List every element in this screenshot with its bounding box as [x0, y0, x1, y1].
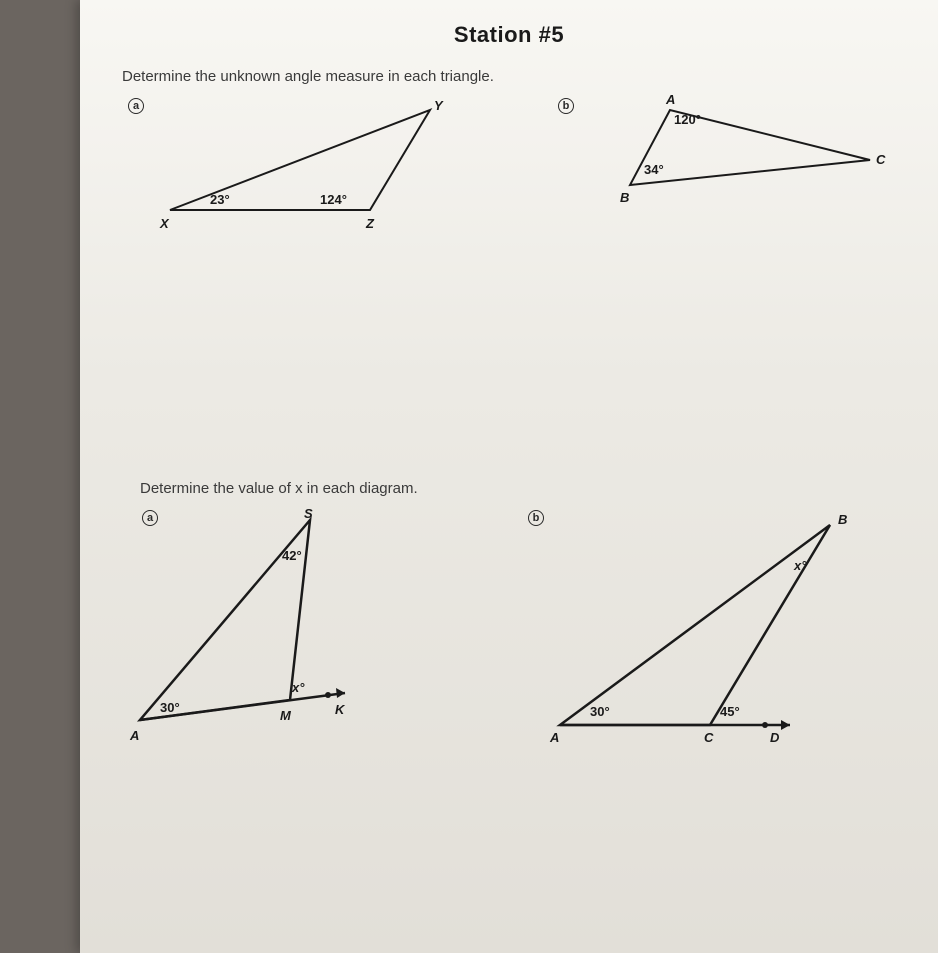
diagram-2a — [110, 500, 410, 750]
vertex-1b-A: A — [666, 92, 675, 107]
vertex-2b-B: B — [838, 512, 847, 527]
vertex-2b-C: C — [704, 730, 713, 745]
marker-1b: b — [558, 98, 574, 114]
angle-2a-A: 30° — [160, 700, 180, 715]
angle-2a-S: 42° — [282, 548, 302, 563]
angle-2b-B: x° — [794, 558, 806, 573]
worksheet-paper: Station #5 Determine the unknown angle m… — [80, 0, 938, 953]
angle-2a-M: x° — [292, 680, 304, 695]
triangle-1b — [610, 95, 890, 215]
vertex-2a-M: M — [280, 708, 291, 723]
angle-1b-A: 120° — [674, 112, 701, 127]
page-title: Station #5 — [80, 22, 938, 48]
angle-2b-A: 30° — [590, 704, 610, 719]
vertex-2b-D: D — [770, 730, 779, 745]
vertex-2a-A: A — [130, 728, 139, 743]
vertex-1b-B: B — [620, 190, 629, 205]
vertex-2b-A: A — [550, 730, 559, 745]
angle-1b-B: 34° — [644, 162, 664, 177]
vertex-1a-Z: Z — [366, 216, 374, 231]
instruction-2: Determine the value of x in each diagram… — [140, 480, 418, 497]
triangle-1a — [140, 90, 440, 230]
instruction-1: Determine the unknown angle measure in e… — [122, 68, 494, 85]
vertex-1a-X: X — [160, 216, 169, 231]
vertex-2a-K: K — [335, 702, 344, 717]
angle-1a-X: 23° — [210, 192, 230, 207]
angle-1a-Z: 124° — [320, 192, 347, 207]
vertex-1a-Y: Y — [434, 98, 443, 113]
angle-2b-C: 45° — [720, 704, 740, 719]
vertex-2a-S: S — [304, 506, 313, 521]
vertex-1b-C: C — [876, 152, 885, 167]
